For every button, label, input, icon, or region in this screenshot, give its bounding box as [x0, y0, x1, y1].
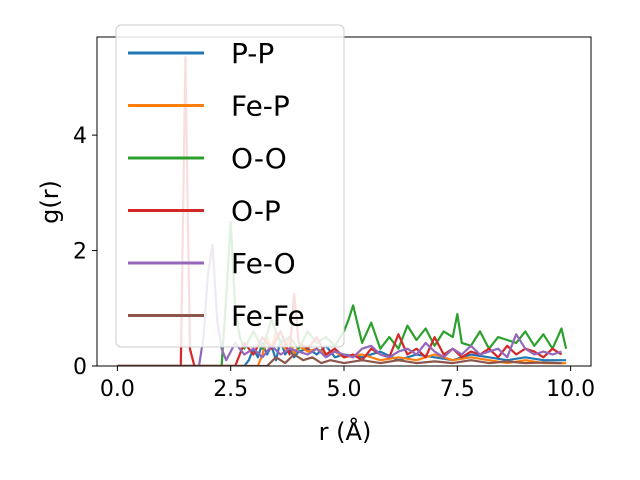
x-tick-label: 0.0 [100, 377, 135, 402]
series-line-fe-o [117, 243, 562, 366]
legend-label-o-p: O-P [231, 195, 281, 228]
x-tick-label: 10.0 [546, 377, 595, 402]
y-axis-label: g(r) [36, 180, 64, 224]
x-tick-label: 2.5 [213, 377, 248, 402]
series-line-fe-fe [117, 353, 562, 366]
legend-label-o-o: O-O [231, 142, 287, 175]
y-tick-label: 4 [73, 124, 87, 149]
x-tick-label: 7.5 [440, 377, 475, 402]
x-tick-label: 5.0 [327, 377, 362, 402]
x-axis-label: r (Å) [319, 417, 372, 446]
legend-label-fe-o: Fe-O [231, 247, 296, 280]
series-line-o-p [117, 56, 563, 366]
legend-box [115, 24, 345, 348]
legend-label-p-p: P-P [231, 37, 274, 70]
y-tick-label: 0 [73, 355, 87, 380]
legend-label-fe-fe: Fe-Fe [231, 300, 305, 333]
legend-label-fe-p: Fe-P [231, 90, 290, 123]
legend: P-P Fe-P O-O O-P Fe-O Fe-Fe [115, 24, 345, 348]
ticks: 0.0 2.5 5.0 7.5 10.0 0 2 4 [73, 124, 595, 402]
y-tick-label: 2 [73, 240, 87, 265]
